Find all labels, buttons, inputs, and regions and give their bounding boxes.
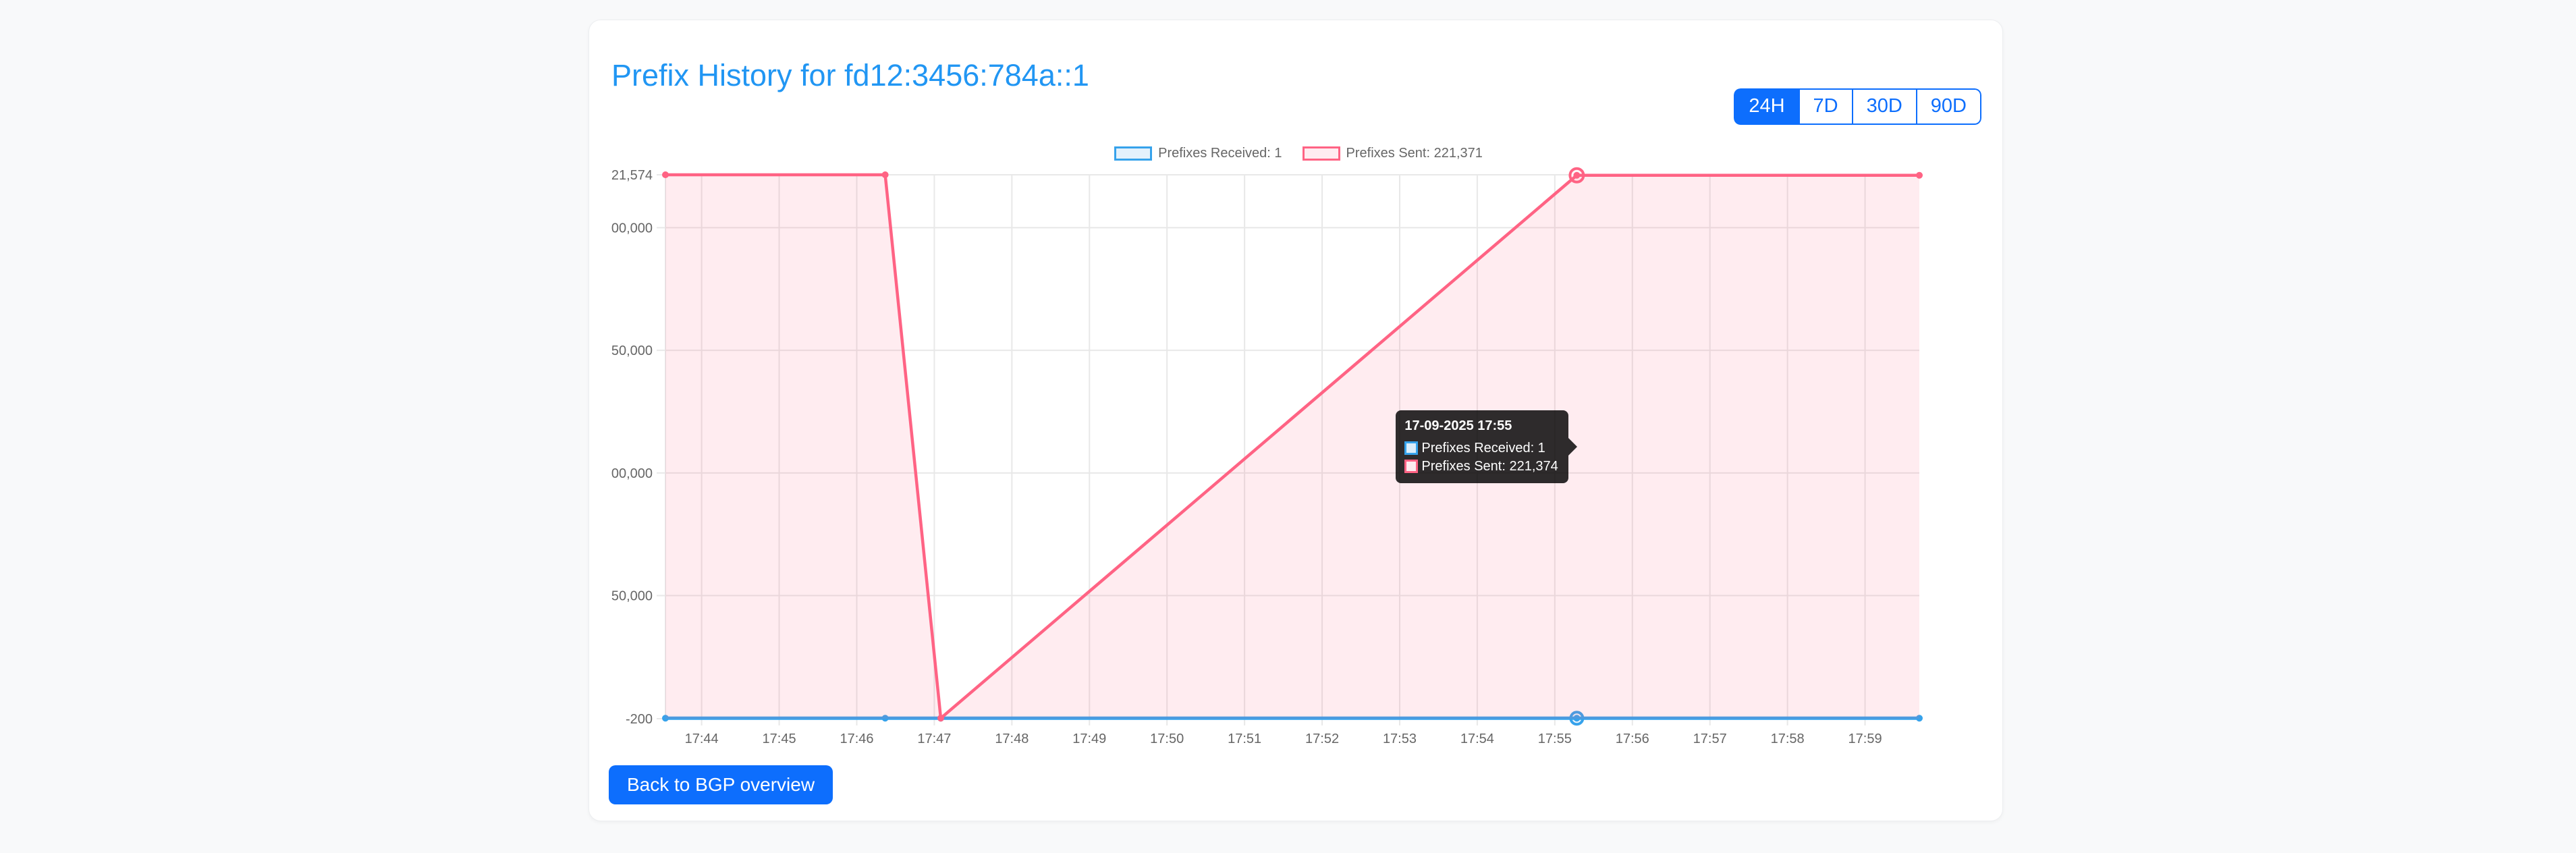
data-point <box>1573 715 1581 722</box>
prefix-history-chart[interactable]: 221,574 200,000 150,000 100,000 50,000 -200 17… <box>611 139 1985 767</box>
y-axis-label: 221,574 <box>611 168 653 183</box>
legend-label: Prefixes Received: 1 <box>1158 146 1282 161</box>
data-point <box>1573 171 1581 179</box>
data-point <box>881 171 889 178</box>
legend-item-sent[interactable]: Prefixes Sent: 221,371 <box>1302 146 1483 161</box>
y-axis-label: 150,000 <box>611 343 653 358</box>
x-axis-label: 17:45 <box>763 732 796 746</box>
tooltip-title: 17-09-2025 17:55 <box>1404 418 1512 433</box>
chart-legend: Prefixes Received: 1 Prefixes Sent: 221,3… <box>611 146 1985 161</box>
prefix-history-card: Prefix History for fd12:3456:784a::1 24H… <box>588 20 2003 821</box>
range-button-30d[interactable]: 30D <box>1851 88 1916 125</box>
tooltip-row: Prefixes Received: 1 <box>1404 441 1558 456</box>
x-axis-label: 17:48 <box>995 732 1029 746</box>
legend-color-box <box>1302 146 1340 161</box>
tooltip-row-text: Prefixes Received: 1 <box>1421 440 1545 456</box>
x-axis-label: 17:55 <box>1538 732 1572 746</box>
data-point <box>937 715 944 722</box>
x-axis-label: 17:58 <box>1771 732 1805 746</box>
data-point <box>662 715 669 722</box>
x-axis-label: 17:54 <box>1460 732 1494 746</box>
y-axis-label: 200,000 <box>611 221 653 236</box>
tooltip-color-box <box>1404 441 1419 456</box>
x-axis-label: 17:44 <box>685 732 719 746</box>
data-point <box>881 715 889 722</box>
legend-label: Prefixes Sent: 221,371 <box>1346 146 1483 161</box>
data-point <box>1916 171 1923 179</box>
x-axis-label: 17:49 <box>1072 732 1106 746</box>
tooltip-color-box <box>1404 460 1419 474</box>
range-button-24h[interactable]: 24H <box>1734 88 1799 125</box>
y-axis-label: 50,000 <box>611 589 653 604</box>
tooltip-row: Prefixes Sent: 221,374 <box>1404 459 1558 474</box>
tooltip-row-text: Prefixes Sent: 221,374 <box>1421 458 1558 474</box>
x-axis-label: 17:59 <box>1848 732 1882 746</box>
series-area-1 <box>665 175 1919 719</box>
x-axis-label: 17:47 <box>917 732 951 746</box>
chart-canvas[interactable]: 221,574 200,000 150,000 100,000 50,000 -200 17… <box>611 139 1985 767</box>
range-button-7d[interactable]: 7D <box>1798 88 1852 125</box>
data-point <box>662 171 669 178</box>
tooltip-caret-icon <box>1568 437 1577 456</box>
legend-color-box <box>1114 146 1153 161</box>
x-axis-label: 17:53 <box>1383 732 1417 746</box>
range-button-90d[interactable]: 90D <box>1915 88 1981 125</box>
back-to-bgp-overview-button[interactable]: Back to BGP overview <box>609 765 833 804</box>
x-axis-label: 17:50 <box>1150 732 1184 746</box>
y-axis-label: 100,000 <box>611 466 653 481</box>
chart-tooltip: 17-09-2025 17:55 Prefixes Received: 1 Pre… <box>1396 410 1577 483</box>
x-axis-label: 17:52 <box>1305 732 1339 746</box>
x-axis-label: 17:57 <box>1693 732 1727 746</box>
time-range-selector: 24H 7D 30D 90D <box>1734 88 1981 125</box>
legend-item-received[interactable]: Prefixes Received: 1 <box>1114 146 1282 161</box>
y-axis-label: -200 <box>626 712 653 727</box>
x-axis-label: 17:46 <box>840 732 873 746</box>
x-axis-label: 17:51 <box>1228 732 1261 746</box>
x-axis-label: 17:56 <box>1616 732 1649 746</box>
page-title: Prefix History for fd12:3456:784a::1 <box>611 58 1089 92</box>
data-point <box>1916 715 1923 722</box>
